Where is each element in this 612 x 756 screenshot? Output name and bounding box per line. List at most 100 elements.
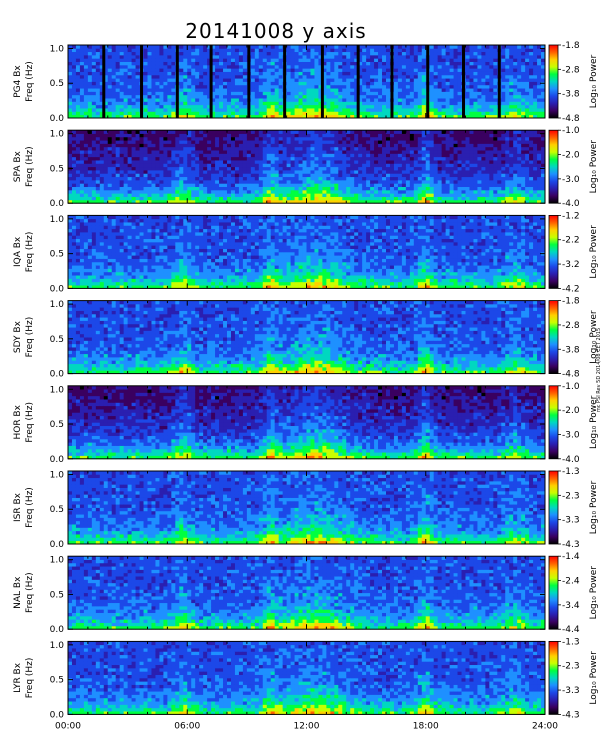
spectrogram-cell: [366, 84, 371, 89]
spectrogram-cell: [258, 153, 264, 158]
spectrogram-cell: [270, 160, 276, 164]
spectrogram-cell: [326, 199, 331, 204]
spectrogram-cell: [262, 176, 268, 181]
spectrogram-cell: [115, 84, 121, 89]
spectrogram-cell: [525, 91, 530, 96]
spectrogram-cell: [91, 179, 97, 184]
spectrogram-cell: [246, 153, 252, 158]
spectrogram-cell: [207, 140, 212, 144]
spectrogram-cell: [306, 143, 311, 148]
spectrogram-cell: [262, 78, 268, 82]
spectrogram-cell: [266, 45, 272, 49]
spectrogram-cell: [179, 78, 184, 82]
spectrogram-cell: [71, 84, 77, 89]
spectrogram-cell: [258, 81, 264, 86]
spectrogram-cell: [409, 153, 415, 158]
spectrogram-cell: [457, 48, 462, 53]
spectrogram-cell: [330, 64, 335, 69]
spectrogram-cell: [151, 136, 156, 141]
spectrogram-cell: [167, 143, 172, 148]
spectrogram-cell: [366, 193, 371, 197]
spectrogram-cell: [501, 94, 506, 99]
spectrogram-cell: [465, 61, 470, 66]
spectrogram-cell: [421, 81, 427, 86]
spectrogram-cell: [330, 130, 335, 134]
spectrogram-cell: [250, 94, 256, 99]
spectrogram-cell: [342, 193, 347, 197]
spectrogram-cell: [230, 173, 236, 178]
spectrogram-cell: [417, 130, 423, 134]
spectrogram-cell: [191, 108, 196, 112]
spectrogram-cell: [115, 193, 121, 197]
spectrogram-cell: [68, 88, 73, 92]
spectrogram-cell: [513, 64, 518, 69]
spectrogram-cell: [469, 146, 474, 151]
spectrogram-cell: [123, 74, 129, 79]
spectrogram-cell: [87, 64, 93, 69]
spectrogram-cell: [481, 58, 486, 62]
spectrogram-cell: [437, 170, 443, 174]
spectrogram-cell: [95, 146, 101, 151]
spectrogram-cell: [215, 173, 220, 178]
spectrogram-cell: [207, 133, 212, 138]
spectrogram-cell: [171, 114, 176, 119]
spectrogram-cell: [433, 48, 439, 53]
spectrogram-cell: [246, 186, 252, 191]
spectrogram-cell: [469, 81, 474, 86]
spectrogram-cell: [211, 64, 216, 69]
spectrogram-cell: [254, 160, 260, 164]
spectrogram-cell: [374, 101, 379, 106]
spectrogram-cell: [167, 150, 172, 154]
spectrogram-cell: [91, 104, 97, 109]
spectrogram-cell: [473, 45, 478, 49]
spectrogram-cell: [215, 186, 220, 191]
spectrogram-cell: [107, 101, 113, 106]
spectrogram-cell: [334, 163, 339, 168]
spectrogram-cell: [290, 153, 295, 158]
spectrogram-cell: [405, 108, 411, 112]
spectrogram-cell: [386, 173, 391, 178]
spectrogram-cell: [318, 61, 323, 66]
spectrogram-cell: [465, 130, 470, 134]
spectrogram-cell: [306, 78, 311, 82]
spectrogram-cell: [171, 179, 176, 184]
spectrogram-cell: [529, 74, 534, 79]
spectrogram-cell: [99, 88, 105, 92]
spectrogram-cell: [366, 160, 371, 164]
spectrogram-cell: [207, 156, 212, 161]
spectrogram-cell: [83, 45, 89, 49]
spectrogram-cell: [254, 170, 260, 174]
spectrogram-cell: [179, 98, 184, 102]
spectrogram-cell: [290, 54, 295, 59]
spectrogram-cell: [350, 101, 355, 106]
spectrogram-cell: [91, 81, 97, 86]
spectrogram-cell: [362, 170, 367, 174]
spectrogram-cell: [469, 196, 474, 201]
spectrogram-cell: [219, 153, 224, 158]
spectrogram-cell: [270, 179, 276, 184]
spectrogram-cell: [437, 114, 443, 119]
spectrogram-cell: [171, 111, 176, 116]
spectrogram-cell: [445, 146, 451, 151]
spectrogram-cell: [457, 196, 462, 201]
spectrogram-cell: [449, 54, 454, 59]
spectrogram-cell: [537, 84, 542, 89]
spectrogram-cell: [71, 193, 77, 197]
spectrogram-cell: [322, 156, 327, 161]
spectrogram-cell: [318, 104, 323, 109]
spectrogram-cell: [270, 166, 276, 171]
spectrogram-cell: [127, 193, 133, 197]
spectrogram-cell: [163, 114, 168, 119]
spectrogram-cell: [227, 143, 232, 148]
spectrogram-cell: [286, 133, 292, 138]
spectrogram-cell: [119, 78, 125, 82]
spectrogram-cell: [362, 166, 367, 171]
spectrogram-cell: [370, 176, 375, 181]
spectrogram-cell: [223, 108, 228, 112]
spectrogram-cell: [449, 101, 454, 106]
spectrogram-cell: [306, 94, 311, 99]
spectrogram-cell: [350, 140, 355, 144]
spectrogram-cell: [421, 88, 427, 92]
spectrogram-cell: [163, 163, 168, 168]
spectrogram-cell: [155, 136, 160, 141]
